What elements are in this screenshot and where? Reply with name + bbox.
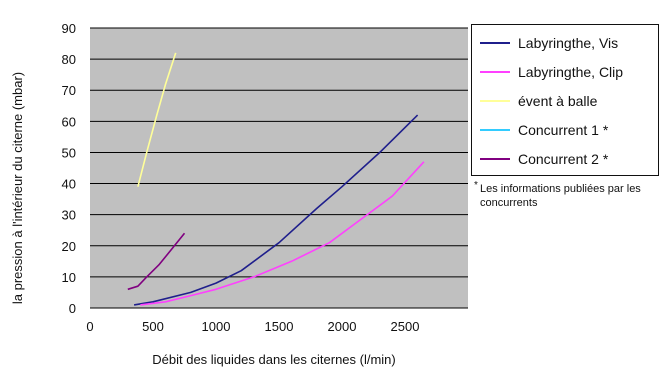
legend-swatch <box>480 158 510 160</box>
series-line-3 <box>137 52 177 187</box>
gridlines <box>90 27 468 309</box>
legend-swatch <box>480 42 510 44</box>
x-tick-label: 1500 <box>265 319 294 334</box>
legend-label: Labyringthe, Clip <box>518 64 624 80</box>
legend-item: Labyringthe, Clip <box>480 62 623 82</box>
legend-item: Concurrent 1 * <box>480 120 608 140</box>
x-tick-label: 2000 <box>328 319 357 334</box>
legend-item: évent à balle <box>480 91 597 111</box>
legend-swatch <box>480 100 510 102</box>
x-tick-label: 1000 <box>202 319 231 334</box>
y-tick-label: 30 <box>62 208 76 223</box>
legend-label: évent à balle <box>518 93 598 109</box>
y-axis-title: la pression à l'intérieur du citerne (mb… <box>10 72 25 304</box>
legend-item: Labyringthe, Vis <box>480 33 618 53</box>
y-tick-label: 0 <box>69 301 76 316</box>
legend-swatch <box>480 71 510 73</box>
footnote-marker: * <box>474 180 478 191</box>
y-tick-label: 80 <box>62 52 76 67</box>
series-line-1 <box>133 114 419 306</box>
legend-swatch <box>480 129 510 131</box>
x-tick-label: 500 <box>142 319 164 334</box>
series-line-2 <box>140 161 425 306</box>
tick-labels: 0 10 20 30 40 50 60 70 80 90 0 500 1000 1500 2000 2500 <box>62 21 420 334</box>
y-tick-label: 40 <box>62 177 76 192</box>
legend-label: Concurrent 1 * <box>518 122 609 138</box>
x-tick-label: 2500 <box>391 319 420 334</box>
series-lines <box>127 52 425 306</box>
y-tick-label: 50 <box>62 145 76 160</box>
footnote: * Les informations publiées par les conc… <box>474 180 660 210</box>
footnote-text: Les informations publiées par les concur… <box>480 183 641 209</box>
plot-area <box>90 28 468 308</box>
x-axis-title: Débit des liquides dans les citernes (l/… <box>152 352 396 367</box>
y-tick-label: 90 <box>62 21 76 36</box>
y-tick-label: 70 <box>62 83 76 98</box>
x-tick-label: 0 <box>86 319 93 334</box>
legend-label: Labyringthe, Vis <box>518 35 619 51</box>
y-tick-label: 20 <box>62 239 76 254</box>
y-tick-label: 10 <box>62 270 76 285</box>
y-tick-label: 60 <box>62 114 76 129</box>
legend-label: Concurrent 2 * <box>518 151 609 167</box>
legend-item: Concurrent 2 * <box>480 149 608 169</box>
legend: Labyringthe, Vis Labyringthe, Clip évent à… <box>471 24 659 176</box>
series-line-5 <box>127 232 186 291</box>
